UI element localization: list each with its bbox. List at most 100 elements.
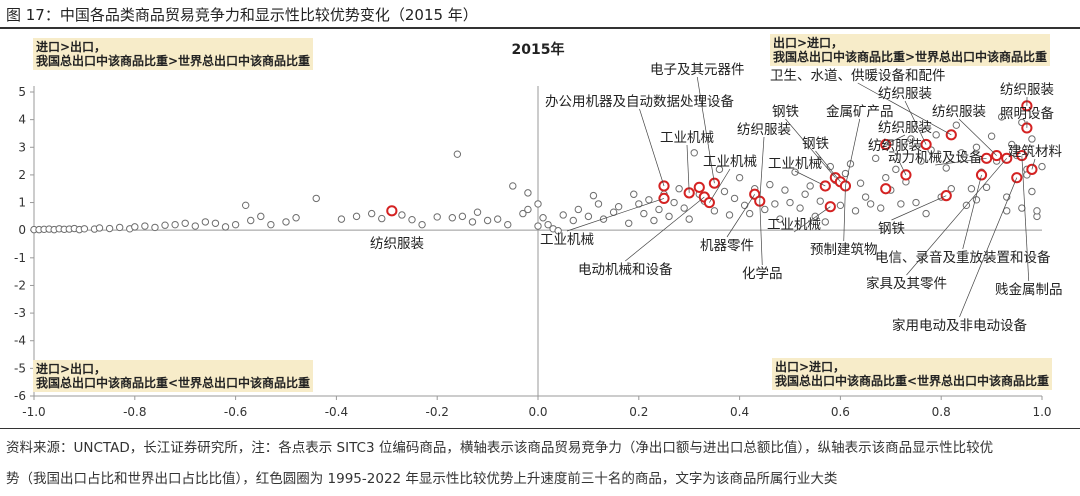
point-annotation: 办公用机器及自动数据处理设备 bbox=[545, 93, 734, 110]
data-point bbox=[131, 223, 139, 231]
data-point bbox=[912, 198, 920, 207]
data-point bbox=[584, 212, 593, 221]
quadrant-note-line2: 我国总出口中该商品比重>世界总出口中该商品比重 bbox=[36, 54, 311, 68]
point-annotation: 化学品 bbox=[742, 266, 783, 282]
data-point bbox=[524, 189, 532, 197]
annotation-leader bbox=[785, 118, 836, 178]
point-annotation: 家用电动及非电动设备 bbox=[892, 317, 1027, 334]
annotation-leader bbox=[696, 76, 715, 184]
data-point bbox=[715, 165, 724, 174]
data-point bbox=[1033, 207, 1041, 215]
data-point bbox=[337, 215, 346, 223]
data-point bbox=[781, 186, 789, 194]
point-annotation: 纺织服装 bbox=[1000, 82, 1054, 98]
data-point bbox=[907, 135, 915, 143]
point-annotation: 工业机械 bbox=[703, 154, 757, 170]
data-point bbox=[352, 212, 361, 221]
annotation-leader bbox=[759, 136, 765, 202]
data-point bbox=[161, 221, 169, 229]
data-point bbox=[866, 200, 875, 208]
data-point bbox=[806, 182, 814, 190]
point-annotation: 纺织服装 bbox=[878, 120, 932, 136]
annotation-leader bbox=[843, 185, 846, 242]
y-tick-label: -6 bbox=[14, 389, 26, 403]
annotation-leader bbox=[639, 108, 665, 187]
data-point bbox=[836, 201, 845, 210]
annotation-leader bbox=[1031, 158, 1036, 170]
annotation-leader bbox=[962, 174, 982, 250]
highlighted-point bbox=[900, 169, 912, 181]
data-point bbox=[201, 218, 210, 226]
data-point bbox=[650, 216, 658, 225]
data-point bbox=[821, 218, 829, 226]
data-point bbox=[856, 179, 865, 187]
data-point bbox=[534, 222, 542, 230]
point-annotation: 纺织服装 bbox=[868, 138, 922, 154]
data-point bbox=[367, 209, 376, 218]
data-point bbox=[115, 223, 124, 232]
data-point bbox=[312, 194, 320, 203]
data-point bbox=[655, 205, 663, 214]
data-point bbox=[408, 215, 416, 224]
x-tick-label: -0.4 bbox=[325, 405, 348, 419]
data-point bbox=[473, 208, 482, 216]
annotation-leader bbox=[857, 82, 952, 136]
data-point bbox=[982, 183, 991, 192]
annotation-leader bbox=[566, 198, 665, 232]
point-annotation: 钢铁 bbox=[802, 136, 830, 152]
data-point bbox=[645, 196, 653, 204]
annotation-leader bbox=[686, 144, 690, 193]
y-tick-label: -3 bbox=[14, 306, 26, 320]
point-annotation: 贱金属制品 bbox=[995, 282, 1063, 298]
y-tick-label: 0 bbox=[18, 223, 26, 237]
data-point bbox=[378, 214, 386, 223]
point-annotation: 机器零件 bbox=[700, 238, 754, 254]
annotation-leader bbox=[726, 194, 756, 238]
annotation-leader bbox=[935, 157, 987, 166]
annotation-leader bbox=[959, 177, 1018, 318]
annotation-leader bbox=[894, 152, 907, 176]
data-point bbox=[967, 185, 976, 193]
quadrant-note-line1: 出口>进口， bbox=[775, 360, 846, 374]
point-annotation: 纺织服装 bbox=[878, 86, 932, 102]
data-point bbox=[942, 164, 950, 172]
data-point bbox=[105, 224, 114, 233]
data-point bbox=[574, 205, 583, 214]
quadrant-note-line1: 进口>出口， bbox=[36, 40, 107, 54]
data-point bbox=[80, 225, 89, 233]
data-point bbox=[675, 185, 683, 193]
x-tick-label: 0.0 bbox=[528, 405, 547, 419]
data-point bbox=[614, 202, 623, 211]
data-point bbox=[589, 191, 598, 200]
data-point bbox=[241, 201, 250, 210]
data-point bbox=[418, 220, 426, 229]
quadrant-note-bottom-right: 出口>进口， 我国总出口中该商品比重<世界总出口中该商品比重 bbox=[772, 358, 1053, 390]
data-point bbox=[95, 224, 104, 232]
x-tick-label: 0.6 bbox=[831, 405, 850, 419]
data-point bbox=[191, 222, 199, 230]
data-point bbox=[735, 173, 744, 182]
point-annotation: 建筑材料 bbox=[1008, 144, 1062, 160]
data-point bbox=[997, 113, 1006, 121]
source-note-line1: 资料来源：UNCTAD，长江证券研究所，注：各点表示 SITC3 位编码商品，横… bbox=[6, 440, 994, 456]
data-point bbox=[554, 227, 562, 235]
data-point bbox=[952, 121, 961, 129]
annotation-leader bbox=[958, 118, 997, 156]
data-point bbox=[559, 211, 567, 219]
data-point bbox=[766, 180, 774, 189]
highlighted-point bbox=[980, 152, 993, 164]
data-point bbox=[932, 131, 940, 139]
data-point bbox=[221, 223, 230, 231]
data-point bbox=[171, 220, 179, 229]
data-point bbox=[685, 215, 693, 223]
data-point bbox=[231, 220, 240, 229]
x-tick-label: 0.4 bbox=[730, 405, 749, 419]
y-tick-label: -4 bbox=[14, 334, 26, 348]
point-annotation: 工业机械 bbox=[660, 130, 714, 146]
point-annotation: 工业机械 bbox=[768, 156, 822, 172]
x-tick-label: -0.2 bbox=[425, 405, 448, 419]
data-point bbox=[710, 207, 719, 215]
data-point bbox=[972, 143, 981, 151]
data-point bbox=[1008, 140, 1016, 149]
data-point bbox=[1028, 135, 1036, 143]
